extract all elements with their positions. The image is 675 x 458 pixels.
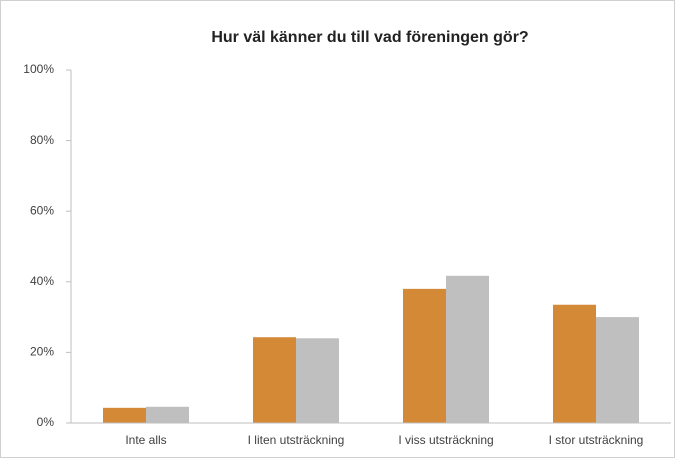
bar xyxy=(553,304,596,423)
x-tick-label: I stor utsträckning xyxy=(549,433,644,447)
bar xyxy=(296,338,339,423)
bar xyxy=(596,317,639,423)
x-tick-label: Inte alls xyxy=(125,433,166,447)
y-tick-label: 40% xyxy=(30,274,54,288)
x-tick-label: I viss utsträckning xyxy=(398,433,493,447)
x-tick-label: I liten utsträckning xyxy=(248,433,345,447)
y-tick-label: 60% xyxy=(30,203,54,217)
chart-title: Hur väl känner du till vad föreningen gö… xyxy=(211,29,528,46)
bar xyxy=(253,337,296,423)
bar xyxy=(403,288,446,423)
y-tick-label: 20% xyxy=(30,345,54,359)
bar xyxy=(103,407,146,423)
y-tick-label: 100% xyxy=(23,62,54,76)
bar xyxy=(146,406,189,423)
y-tick-label: 80% xyxy=(30,133,54,147)
bar xyxy=(446,275,489,423)
y-tick-label: 0% xyxy=(37,415,55,429)
